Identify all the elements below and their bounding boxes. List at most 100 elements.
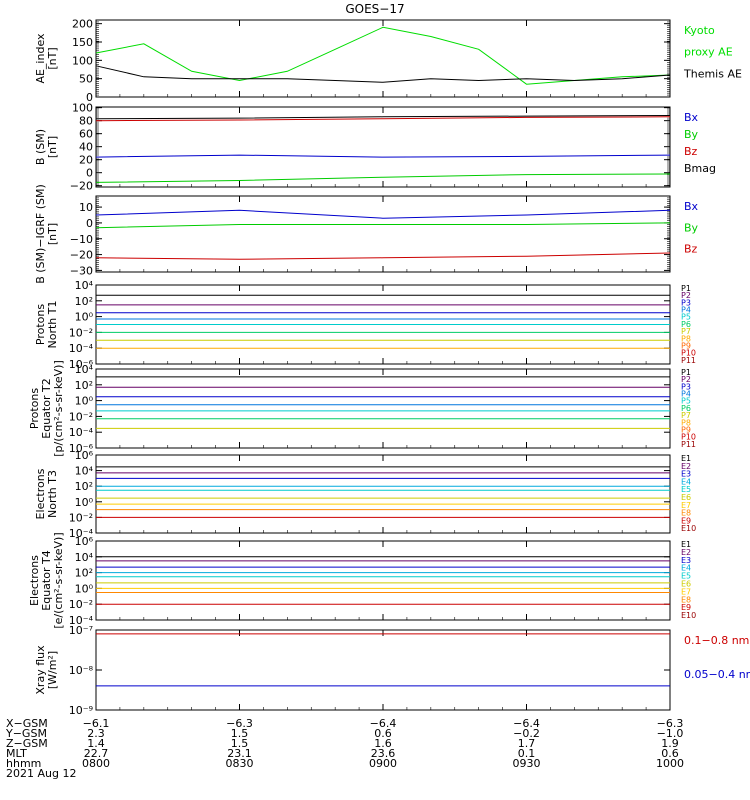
y-axis-label: North T1 xyxy=(46,301,59,349)
channel-label: E1 xyxy=(681,454,691,463)
channel-label: P2 xyxy=(681,291,691,300)
y-axis-label: [p/(cm²-s-sr-keV)] xyxy=(52,360,65,457)
figure-title: GOES−17 xyxy=(345,2,404,16)
y-axis-label: [e/(cm²-s-sr-keV)] xyxy=(52,532,65,628)
x-tick-value: 0930 xyxy=(513,757,541,770)
y-tick-label: 10² xyxy=(75,480,93,493)
channel-label: P5 xyxy=(681,313,691,322)
x-tick-value: 0.1 xyxy=(518,747,536,760)
date-label: 2021 Aug 12 xyxy=(6,767,76,780)
panel-pn: 10⁻⁶ 10⁻⁴ 10⁻² 10⁰ 10² 10⁴ Protons North T1 P1P2… xyxy=(34,279,696,371)
y-tick-label: 0 xyxy=(86,217,93,230)
series-Kyoto-proxy-AE xyxy=(95,26,671,85)
y-tick-label: 10⁻⁹ xyxy=(69,704,93,717)
y-axis-label: B (SM) xyxy=(34,129,47,165)
channel-label: E7 xyxy=(681,587,691,596)
y-axis-label: Electrons xyxy=(28,555,41,606)
x-tick-value: −6.4 xyxy=(370,717,397,730)
panel-ae: 0 50 100 150 200 AE_index [nT] Kyoto proxy AE The… xyxy=(34,18,742,104)
x-tick-value: −1.0 xyxy=(657,727,684,740)
panel-frame xyxy=(95,629,671,711)
channel-label: P5 xyxy=(681,397,691,406)
panel-pe: 10⁻⁶ 10⁻⁴ 10⁻² 10⁰ 10² 10⁴ Protons Equator T2 [p… xyxy=(28,360,696,457)
y-tick-label: 10⁻² xyxy=(69,410,93,423)
y-tick-label: 10⁰ xyxy=(75,395,94,408)
channel-label: P3 xyxy=(681,298,691,307)
series-By xyxy=(95,222,671,229)
legend-entry: Bmag xyxy=(684,162,716,175)
legend-entry: Bz xyxy=(684,243,698,256)
panel-frame xyxy=(95,540,671,621)
channel-label: P4 xyxy=(681,390,691,399)
x-tick-value: 0900 xyxy=(369,757,397,770)
channel-label: P9 xyxy=(681,425,691,434)
channel-label: E5 xyxy=(681,572,691,581)
series-Bz xyxy=(95,252,671,260)
x-tick-value: −6.4 xyxy=(513,717,540,730)
channel-label: P4 xyxy=(681,306,691,315)
channel-label: P11 xyxy=(681,356,696,365)
y-axis-label: [nT] xyxy=(46,47,59,69)
channel-label: E9 xyxy=(681,603,691,612)
x-tick-value: 0830 xyxy=(226,757,254,770)
y-axis-label: North T3 xyxy=(46,470,59,518)
channel-label: E8 xyxy=(681,509,691,518)
y-tick-label: 0 xyxy=(86,167,93,180)
x-row-label: Y−GSM xyxy=(5,727,47,740)
legend-entry: 0.05−0.4 nm xyxy=(684,668,750,681)
channel-label: P10 xyxy=(681,349,696,358)
panel-frame xyxy=(95,368,671,449)
channel-label: P7 xyxy=(681,411,691,420)
channel-label: E9 xyxy=(681,516,691,525)
x-tick-value: 23.6 xyxy=(371,747,396,760)
y-tick-label: 60 xyxy=(79,128,93,141)
legend-entry: Bx xyxy=(684,200,699,213)
panel-bigrf: −30 −20 −10 0 10 B (SM)−IGRF (SM) [nT] Bx By Bz xyxy=(34,184,699,284)
y-tick-label: 10⁻² xyxy=(69,511,93,524)
y-tick-label: 100 xyxy=(72,102,93,115)
x-row-label: X−GSM xyxy=(6,717,48,730)
x-row-label: hhmm xyxy=(6,757,41,770)
y-axis-label: Electrons xyxy=(34,468,47,519)
channel-label: E4 xyxy=(681,564,691,573)
y-tick-label: 10⁴ xyxy=(75,279,94,292)
channel-label: P7 xyxy=(681,327,691,336)
y-tick-label: 10⁻² xyxy=(69,598,93,611)
x-tick-value: 2.3 xyxy=(87,727,105,740)
y-tick-label: 10⁻⁶ xyxy=(69,358,94,371)
series-Bx xyxy=(95,154,671,158)
y-tick-label: 10⁶ xyxy=(75,535,94,548)
y-axis-label: AE_index xyxy=(34,33,47,84)
x-tick-value: 1.4 xyxy=(87,737,105,750)
legend-entry: By xyxy=(684,221,699,234)
y-axis-label: Protons xyxy=(28,388,41,429)
y-tick-label: −20 xyxy=(70,180,93,193)
y-tick-label: 10⁻⁴ xyxy=(69,614,94,627)
series-By xyxy=(95,173,671,183)
y-tick-label: 10⁻² xyxy=(69,326,93,339)
panel-frame xyxy=(95,19,671,98)
legend-entry: 0.1−0.8 nm xyxy=(684,634,749,647)
channel-label: P6 xyxy=(681,320,691,329)
channel-label: E8 xyxy=(681,595,691,604)
x-tick-value: 0.6 xyxy=(374,727,392,740)
x-tick-value: 23.1 xyxy=(227,747,252,760)
y-axis-label: Xray flux xyxy=(34,645,47,695)
x-tick-value: −0.2 xyxy=(513,727,540,740)
y-tick-label: 10² xyxy=(75,379,93,392)
channel-label: E7 xyxy=(681,501,691,510)
legend-entry: proxy AE xyxy=(684,46,733,59)
channel-label: P11 xyxy=(681,440,696,449)
x-tick-value: 1.5 xyxy=(231,737,249,750)
channel-label: E6 xyxy=(681,580,691,589)
channel-label: P9 xyxy=(681,341,691,350)
channel-label: P3 xyxy=(681,382,691,391)
legend-entry: By xyxy=(684,128,699,141)
y-tick-label: 10⁴ xyxy=(75,465,94,478)
y-tick-label: 10⁻⁷ xyxy=(69,624,93,637)
